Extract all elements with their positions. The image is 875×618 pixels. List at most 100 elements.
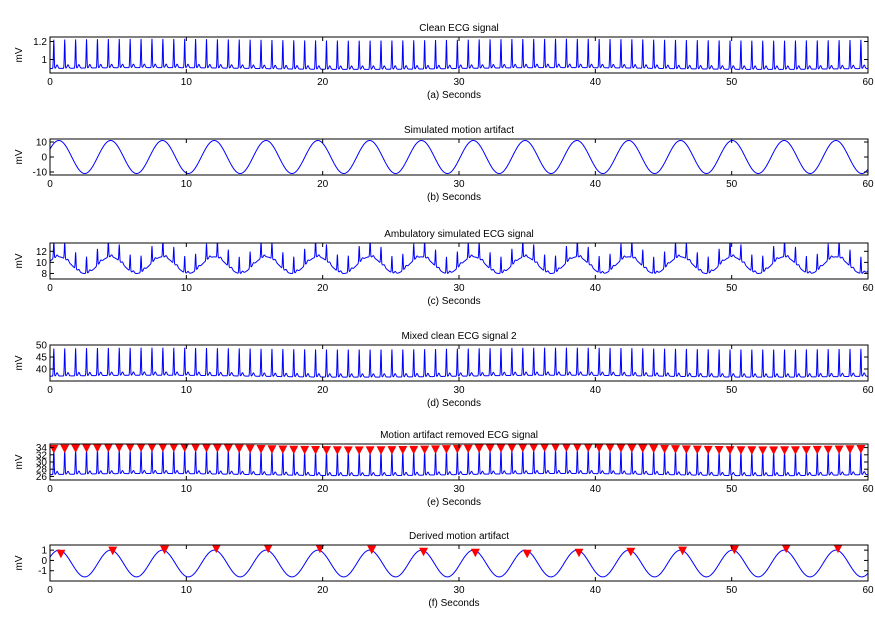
x-tick-label: 40 [590, 179, 602, 190]
x-tick-label: 60 [862, 385, 874, 396]
y-tick-label: 8 [41, 269, 47, 280]
y-tick-label: -10 [33, 168, 48, 179]
x-tick-label: 50 [726, 385, 738, 396]
peak-marker [845, 445, 855, 454]
x-tick-label: 20 [317, 283, 329, 294]
peak-marker [540, 443, 550, 453]
x-tick-label: 0 [47, 484, 53, 495]
peak-marker [114, 443, 124, 453]
y-tick-label: 26 [36, 472, 48, 483]
peak-marker [769, 446, 779, 455]
peak-marker [834, 445, 844, 455]
peak-marker [833, 544, 843, 554]
y-axis-label: mV [14, 355, 25, 370]
x-tick-label: 40 [590, 283, 602, 294]
x-tick-label: 10 [181, 77, 193, 88]
peak-marker [267, 445, 277, 454]
y-axis-label: mV [14, 253, 25, 268]
x-tick-label: 40 [590, 385, 602, 396]
x-tick-label: 20 [317, 585, 329, 596]
peak-marker [714, 445, 724, 455]
peak-marker [747, 446, 757, 455]
peak-marker [419, 547, 429, 557]
y-tick-label: 1 [41, 546, 47, 557]
peak-marker [223, 444, 233, 453]
x-tick-label: 30 [453, 585, 465, 596]
peak-marker [485, 444, 495, 453]
peak-marker [147, 443, 157, 453]
x-tick-label: 50 [726, 585, 738, 596]
peak-marker [300, 445, 310, 455]
x-tick-label: 50 [726, 77, 738, 88]
y-axis-label: mV [14, 555, 25, 570]
peak-marker [790, 446, 800, 455]
x-axis-label: (d) Seconds [427, 398, 481, 409]
x-tick-label: 20 [317, 77, 329, 88]
peak-marker [245, 444, 255, 454]
peak-marker [387, 446, 397, 455]
signal-line [50, 38, 868, 70]
peak-marker [212, 444, 222, 453]
x-tick-label: 60 [862, 585, 874, 596]
peak-marker [522, 549, 532, 559]
peak-marker [594, 443, 604, 453]
chart-title: Clean ECG signal [419, 23, 498, 34]
peak-marker [354, 446, 364, 455]
peak-marker [583, 443, 593, 453]
signal-line [50, 140, 868, 174]
y-tick-label: -1 [38, 566, 47, 577]
peak-marker [398, 445, 408, 455]
peak-marker [452, 444, 462, 454]
peak-marker [256, 445, 266, 454]
peak-marker [332, 446, 342, 455]
y-tick-label: 12 [36, 247, 48, 258]
peak-marker [431, 445, 441, 454]
signal-line [50, 448, 868, 477]
x-tick-label: 40 [590, 585, 602, 596]
y-tick-label: 34 [36, 443, 48, 454]
x-tick-label: 30 [453, 283, 465, 294]
x-tick-label: 0 [47, 385, 53, 396]
y-tick-label: 1.2 [33, 37, 47, 48]
peak-marker [376, 446, 386, 455]
y-tick-label: 10 [36, 258, 48, 269]
x-tick-label: 30 [453, 484, 465, 495]
y-tick-label: 32 [36, 450, 48, 461]
peak-marker [202, 443, 212, 453]
y-tick-label: 10 [36, 138, 48, 149]
x-tick-label: 50 [726, 283, 738, 294]
subplot-2: Simulated motion artifact 0 10 20 30 40 50 60 10… [14, 125, 874, 203]
peak-marker [409, 445, 419, 455]
x-tick-label: 10 [181, 385, 193, 396]
peak-marker [92, 443, 102, 453]
peak-marker [278, 445, 288, 455]
peak-marker [638, 444, 648, 453]
peak-marker [441, 445, 451, 454]
peak-marker [463, 444, 473, 454]
x-tick-label: 50 [726, 179, 738, 190]
x-tick-label: 20 [317, 484, 329, 495]
peak-marker [321, 446, 331, 455]
x-tick-label: 20 [317, 385, 329, 396]
peak-marker [311, 446, 321, 455]
peak-marker [367, 545, 377, 555]
x-tick-label: 10 [181, 179, 193, 190]
y-tick-label: 0 [41, 153, 47, 164]
peak-marker [103, 443, 113, 453]
y-tick-label: 45 [36, 353, 48, 364]
peak-marker [474, 444, 484, 454]
peak-marker [781, 544, 791, 554]
x-tick-label: 40 [590, 77, 602, 88]
peak-marker [605, 443, 615, 453]
peak-marker [561, 443, 571, 453]
x-tick-label: 10 [181, 283, 193, 294]
x-tick-label: 10 [181, 585, 193, 596]
peak-marker [780, 446, 790, 455]
x-tick-label: 0 [47, 77, 53, 88]
y-tick-label: 40 [36, 365, 48, 376]
y-tick-label: 28 [36, 465, 48, 476]
x-axis-label: (e) Seconds [427, 497, 481, 508]
chart-title: Ambulatory simulated ECG signal [384, 229, 534, 240]
